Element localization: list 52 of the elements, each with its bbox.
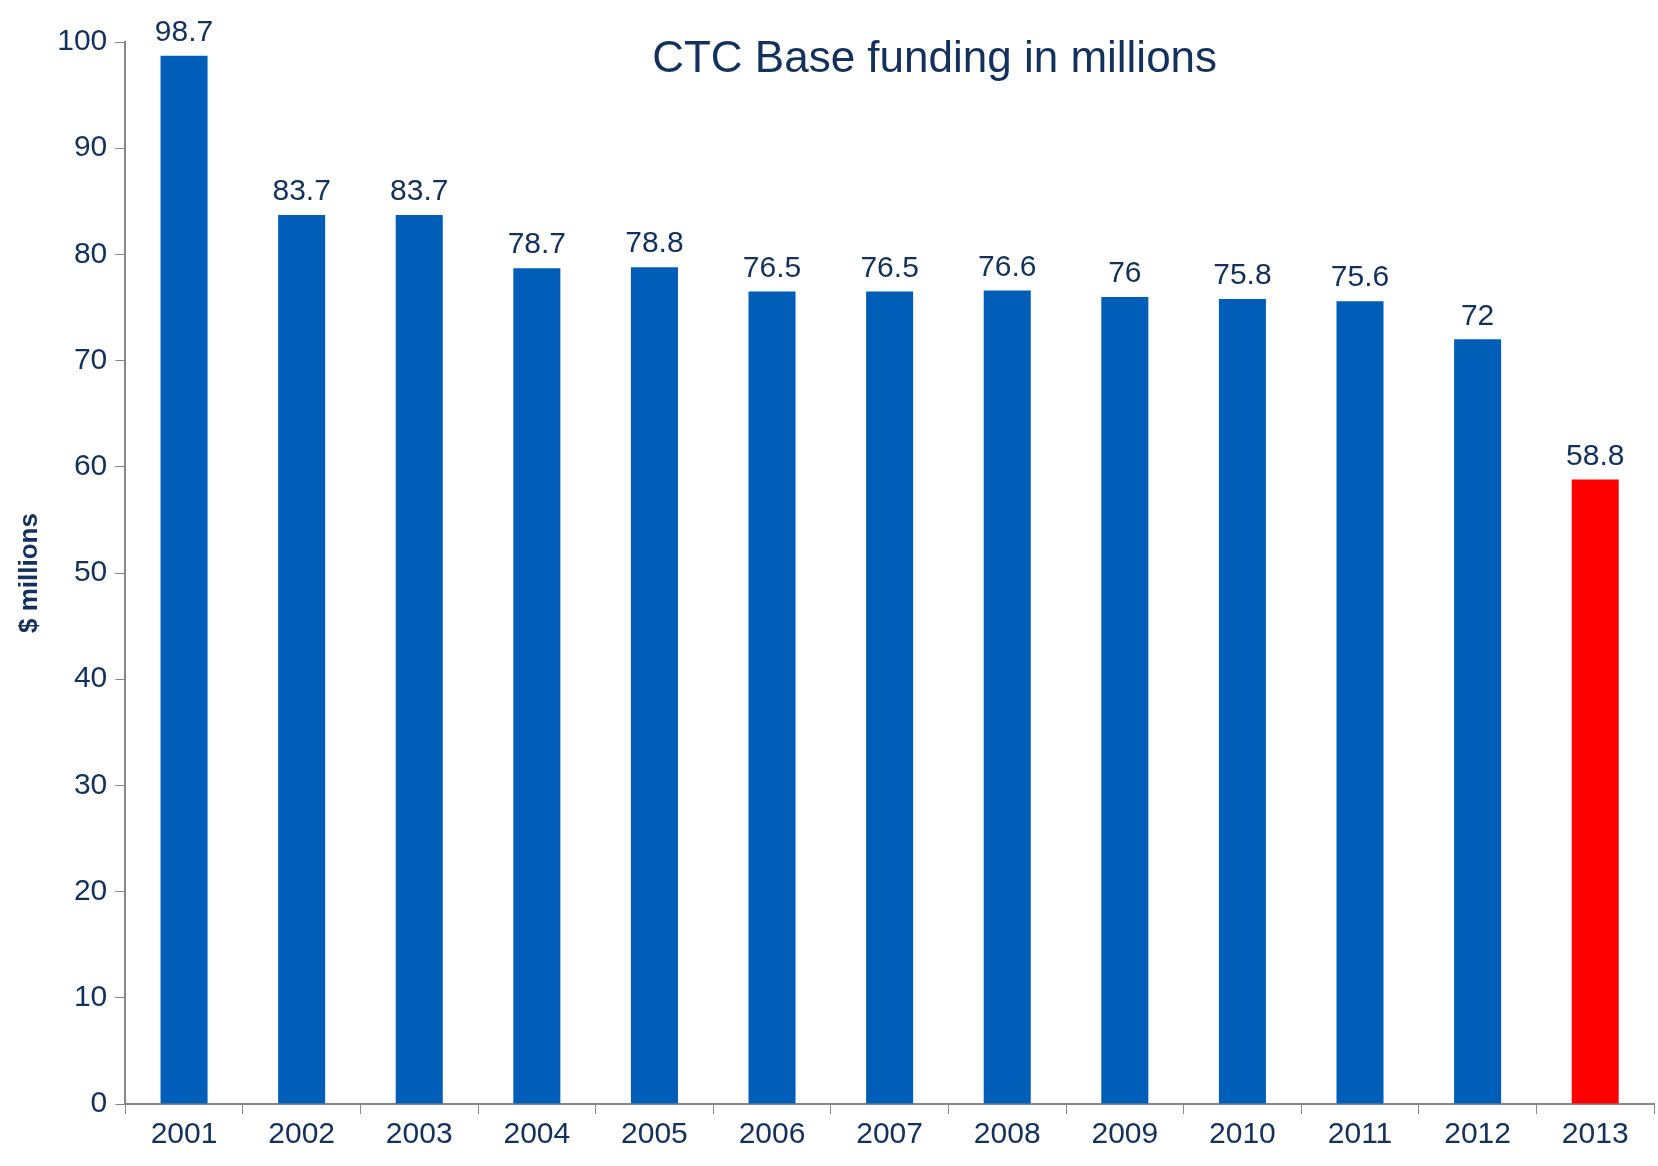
bar — [1454, 339, 1502, 1104]
data-label: 76.5 — [742, 249, 802, 283]
y-tick-label: 40 — [73, 660, 108, 694]
data-label: 75.6 — [1330, 259, 1390, 293]
data-label: 83.7 — [272, 173, 331, 207]
data-label: 76 — [1108, 255, 1142, 289]
data-label: 98.7 — [154, 14, 214, 48]
y-tick-label: 100 — [57, 23, 108, 57]
bar — [630, 267, 678, 1104]
bar — [1218, 299, 1266, 1104]
bar — [395, 215, 443, 1104]
x-tick-label: 2011 — [1327, 1116, 1393, 1150]
y-tick-label: 10 — [73, 979, 108, 1013]
y-tick-label: 30 — [73, 766, 108, 800]
bar — [513, 268, 561, 1104]
y-tick-label: 80 — [73, 235, 108, 269]
data-label: 58.8 — [1566, 437, 1625, 471]
bar — [1571, 479, 1619, 1104]
data-label: 76.6 — [978, 248, 1037, 282]
data-label: 76.5 — [860, 249, 919, 283]
bar — [866, 291, 914, 1104]
chart-title: CTC Base funding in millions — [652, 32, 1218, 82]
y-tick-label: 60 — [73, 448, 108, 482]
data-label: 78.8 — [625, 225, 684, 259]
x-tick-label: 2010 — [1209, 1116, 1276, 1150]
data-label: 72 — [1460, 297, 1495, 331]
x-tick-label: 2004 — [503, 1116, 571, 1150]
bar — [983, 290, 1031, 1104]
y-tick-label: 0 — [90, 1085, 108, 1119]
y-tick-label: 20 — [73, 872, 108, 906]
bar — [278, 215, 326, 1104]
bar — [1336, 301, 1384, 1104]
x-tick-label: 2001 — [150, 1116, 218, 1150]
bar — [1101, 296, 1149, 1104]
x-tick-label: 2008 — [973, 1116, 1041, 1150]
x-tick-label: 2006 — [738, 1116, 806, 1150]
x-tick-label: 2003 — [385, 1116, 453, 1150]
x-tick-label: 2005 — [621, 1116, 688, 1150]
y-tick-label: 70 — [73, 341, 108, 375]
x-tick-label: 2012 — [1444, 1116, 1511, 1150]
bar — [748, 291, 796, 1104]
data-label: 78.7 — [507, 226, 567, 260]
y-tick-label: 90 — [73, 129, 108, 163]
y-tick-label: 50 — [73, 554, 108, 588]
x-tick-label: 2009 — [1091, 1116, 1159, 1150]
data-label: 75.8 — [1213, 257, 1272, 291]
y-axis-title: $ millions — [12, 513, 43, 633]
x-tick-label: 2013 — [1561, 1116, 1629, 1150]
x-tick-label: 2002 — [268, 1116, 336, 1150]
x-tick-label: 2007 — [856, 1116, 923, 1150]
bar — [160, 55, 208, 1104]
data-label: 83.7 — [390, 173, 449, 207]
